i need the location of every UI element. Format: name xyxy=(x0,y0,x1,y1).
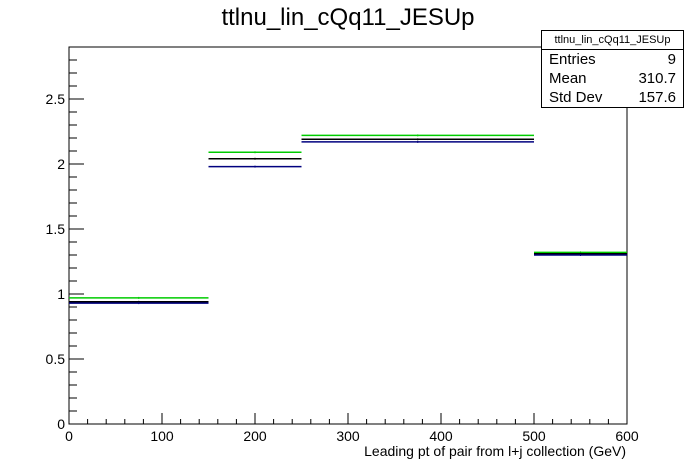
x-tick-label: 400 xyxy=(429,428,453,444)
stats-row-entries: Entries 9 xyxy=(542,50,683,69)
y-tick-label: 2 xyxy=(57,156,65,172)
histogram-series xyxy=(69,134,627,305)
chart-title: ttlnu_lin_cQq11_JESUp xyxy=(221,4,475,31)
x-tick-label: 0 xyxy=(65,428,73,444)
stats-box: ttlnu_lin_cQq11_JESUp Entries 9 Mean 310… xyxy=(541,30,684,108)
y-tick-label: 2.5 xyxy=(46,91,66,107)
y-tick-label: 0 xyxy=(57,416,65,432)
stats-row-mean: Mean 310.7 xyxy=(542,69,683,88)
stats-label: Entries xyxy=(549,51,596,68)
stats-box-name: ttlnu_lin_cQq11_JESUp xyxy=(542,31,683,50)
x-tick-label: 300 xyxy=(336,428,360,444)
x-axis-label: Leading pt of pair from l+j collection (… xyxy=(364,443,626,459)
y-tick-label: 1.5 xyxy=(46,221,66,237)
y-tick-label: 1 xyxy=(57,286,65,302)
stats-value: 310.7 xyxy=(638,70,676,87)
plot-axes: 0 100 200 300 400 500 600 0 0.5 1 1.5 2 2.5 xyxy=(46,46,639,444)
stats-value: 9 xyxy=(667,51,676,68)
x-tick-label: 500 xyxy=(522,428,546,444)
stats-label: Std Dev xyxy=(549,89,603,106)
x-tick-label: 200 xyxy=(243,428,267,444)
x-tick-label: 600 xyxy=(615,428,639,444)
y-tick-label: 0.5 xyxy=(46,351,66,367)
stats-label: Mean xyxy=(549,70,587,87)
stats-value: 157.6 xyxy=(638,89,676,106)
x-tick-label: 100 xyxy=(150,428,174,444)
stats-row-stddev: Std Dev 157.6 xyxy=(542,88,683,107)
